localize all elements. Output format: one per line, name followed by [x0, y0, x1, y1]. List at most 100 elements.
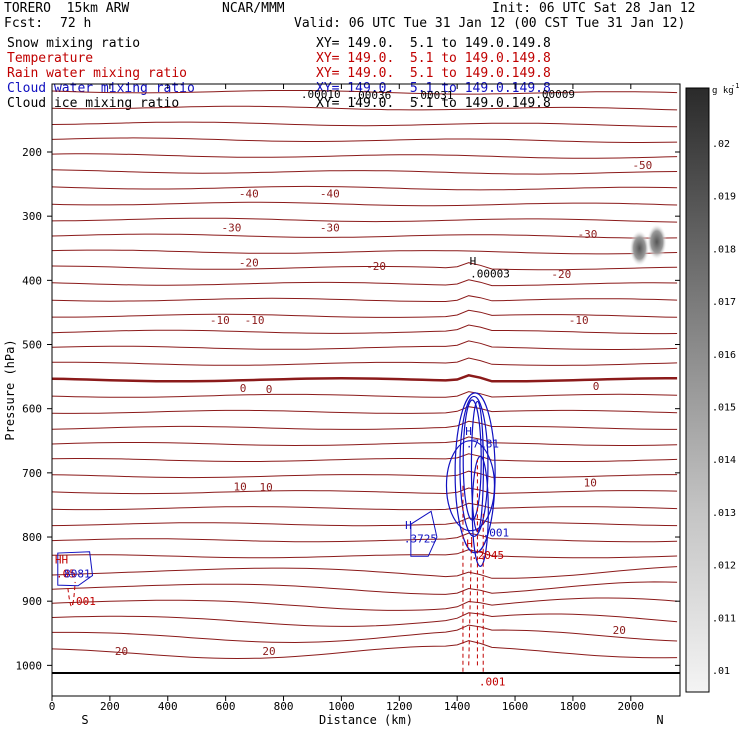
contour-annotation: .001 [479, 675, 506, 688]
rain-water-contour [67, 581, 76, 607]
legend-cloud-ice-xy: XY= 149.0. 5.1 to 149.0.149.8 [316, 96, 551, 111]
y-tick-label: 500 [22, 339, 42, 352]
south-label: S [81, 713, 88, 727]
x-tick-label: 600 [216, 700, 236, 713]
isotherm [52, 502, 678, 511]
cloud-water-contour [410, 510, 438, 557]
temperature-label: 10 [584, 476, 597, 489]
org-label: NCAR/MMM [222, 1, 285, 16]
isotherm [52, 185, 678, 191]
isotherm [52, 597, 678, 611]
x-tick-label: 1800 [560, 700, 587, 713]
colorbar-tick-label: .02 [712, 139, 730, 150]
temperature-label: 0 [593, 380, 600, 393]
temperature-label: -30 [221, 222, 241, 235]
legend-snow-xy: XY= 149.0. 5.1 to 149.0.149.8 [316, 36, 551, 51]
temperature-label: -30 [577, 228, 597, 241]
x-tick-label: 400 [158, 700, 178, 713]
colorbar-tick-label: .016 [712, 350, 736, 361]
contour-annotation: .2045 [471, 549, 504, 562]
contour-annotation: HH [55, 553, 68, 566]
isotherm [52, 90, 678, 95]
cloud-water-contour [471, 455, 489, 567]
temperature-label: -10 [210, 314, 230, 327]
y-tick-label: 200 [22, 146, 42, 159]
temperature-label: -30 [320, 222, 340, 235]
temperature-label: 10 [233, 480, 246, 493]
temperature-label: 10 [260, 481, 273, 494]
contour-annotation: .00003 [470, 267, 510, 280]
x-tick-label: 1400 [444, 700, 471, 713]
contour-annotation: .3725 [404, 532, 437, 545]
y-tick-label: 600 [22, 403, 42, 416]
isotherm [52, 420, 678, 430]
isotherm [52, 470, 678, 479]
isotherm [52, 309, 678, 318]
cloud-water-contour [445, 440, 496, 532]
x-tick-label: 1000 [328, 700, 355, 713]
isotherm [52, 357, 678, 366]
valid-time: Valid: 06 UTC Tue 31 Jan 12 (00 CST Tue … [294, 16, 686, 31]
isotherm [52, 121, 678, 128]
colorbar-tick-label: .013 [712, 508, 736, 519]
cloud-water-contour [57, 551, 94, 587]
isotherm [52, 279, 678, 287]
cloud-water-contour [459, 395, 489, 538]
temperature-label: -20 [366, 260, 386, 273]
x-tick-label: 1600 [502, 700, 529, 713]
isotherm [52, 549, 678, 559]
temperature-label: -40 [239, 188, 259, 201]
temperature-label: 20 [115, 645, 128, 658]
isotherm [52, 262, 678, 271]
legend-rain-xy: XY= 149.0. 5.1 to 149.0.149.8 [316, 66, 551, 81]
x-axis-title: Distance (km) [319, 713, 413, 727]
contour-annotation: .00010 [301, 88, 341, 101]
temperature-label: -10 [245, 314, 265, 327]
isotherm [52, 487, 678, 495]
isotherm [52, 581, 678, 595]
isotherm [52, 391, 678, 398]
temperature-label: -10 [569, 314, 589, 327]
colorbar-unit: g kg [712, 86, 734, 96]
model-title: TORERO 15km ARW [4, 1, 130, 16]
rain-water-contour [468, 537, 473, 666]
isotherm [52, 233, 678, 239]
colorbar-unit-exponent: -1 [731, 82, 739, 90]
isotherm [52, 624, 678, 644]
colorbar-tick-label: .019 [712, 192, 736, 203]
contour-annotation: H [465, 425, 472, 438]
temperature-label: 20 [613, 624, 626, 637]
y-tick-label: 700 [22, 467, 42, 480]
colorbar-tick-label: .018 [712, 244, 736, 255]
colorbar-tick-label: .011 [712, 613, 736, 624]
contour-annotation: .7181 [466, 437, 499, 450]
isotherm [52, 137, 678, 143]
colorbar-tick-label: .01 [712, 666, 730, 677]
contour-annotation: H [405, 519, 412, 532]
temperature-label: 20 [262, 645, 275, 658]
temperature-label: -20 [239, 256, 259, 269]
contour-annotation: .00009 [535, 88, 575, 101]
isotherm [52, 153, 678, 159]
contour-annotation: .05 [56, 568, 76, 581]
x-tick-label: 2000 [618, 700, 645, 713]
legend-temperature-xy: XY= 149.0. 5.1 to 149.0.149.8 [316, 51, 551, 66]
y-tick-label: 800 [22, 531, 42, 544]
isotherm [52, 217, 678, 223]
legend-cloud-ice: Cloud ice mixing ratio [7, 96, 180, 111]
y-tick-label: 1000 [16, 659, 43, 672]
isotherm [52, 324, 678, 335]
colorbar-tick-label: .015 [712, 403, 736, 414]
x-tick-label: 800 [274, 700, 294, 713]
north-label: N [656, 713, 663, 727]
isotherm [52, 612, 678, 627]
y-axis-title: Pressure (hPa) [3, 339, 17, 440]
isotherm [52, 453, 678, 462]
init-time: Init: 06 UTC Sat 28 Jan 12 [492, 1, 696, 16]
isotherm [52, 406, 678, 414]
isotherm [52, 201, 678, 207]
legend-snow: Snow mixing ratio [7, 36, 141, 51]
forecast-label: Fcst: [4, 16, 44, 31]
isotherm [52, 436, 678, 447]
